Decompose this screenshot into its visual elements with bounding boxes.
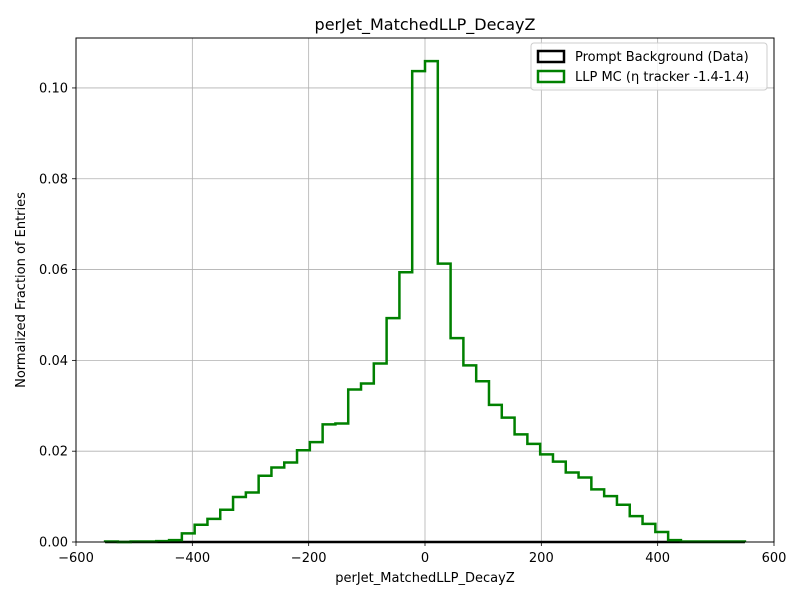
x-tick-label: −600	[58, 551, 94, 566]
y-tick-label: 0.02	[39, 445, 68, 460]
y-tick-label: 0.08	[39, 172, 68, 187]
chart-title: perJet_MatchedLLP_DecayZ	[315, 15, 536, 35]
legend-swatch-prompt-background	[536, 49, 566, 64]
legend-label-prompt-background: Prompt Background (Data)	[575, 50, 749, 65]
legend-swatch-llp-mc	[536, 69, 566, 84]
x-tick-label: 0	[421, 551, 429, 566]
y-tick-label: 0.00	[39, 536, 68, 551]
x-axis-label: perJet_MatchedLLP_DecayZ	[335, 571, 515, 586]
x-tick-label: 600	[762, 551, 787, 566]
legend-box	[530, 42, 768, 91]
axis-ticks: −600 −400 −200 0 200 400 600 0.00 0.02 0.04 0.06 0.…	[39, 81, 786, 566]
y-tick-label: 0.04	[39, 354, 68, 369]
y-tick-label: 0.10	[39, 81, 68, 96]
x-tick-label: 200	[529, 551, 554, 566]
x-tick-label: −400	[174, 551, 210, 566]
legend-label-llp-mc: LLP MC (η tracker -1.4-1.4)	[575, 70, 749, 85]
x-tick-label: 400	[645, 551, 670, 566]
y-axis-label: Normalized Fraction of Entries	[14, 192, 29, 388]
legend: Prompt Background (Data) LLP MC (η track…	[530, 42, 768, 91]
y-tick-label: 0.06	[39, 263, 68, 278]
series-llp-mc-step	[103, 59, 747, 544]
x-tick-label: −200	[291, 551, 327, 566]
